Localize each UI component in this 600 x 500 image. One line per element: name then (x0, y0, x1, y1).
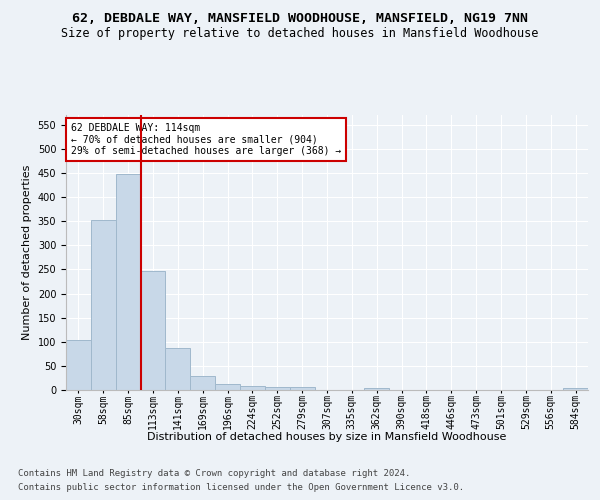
X-axis label: Distribution of detached houses by size in Mansfield Woodhouse: Distribution of detached houses by size … (148, 432, 506, 442)
Text: Contains HM Land Registry data © Crown copyright and database right 2024.: Contains HM Land Registry data © Crown c… (18, 468, 410, 477)
Bar (563, 388, 588, 390)
Bar (116, 174, 140, 390)
Bar (265, 387, 290, 390)
Text: Size of property relative to detached houses in Mansfield Woodhouse: Size of property relative to detached ho… (61, 28, 539, 40)
Bar (140, 272, 166, 390)
Bar (240, 386, 265, 390)
Bar (91, 220, 116, 390)
Bar (66, 340, 91, 390)
Text: 62, DEBDALE WAY, MANSFIELD WOODHOUSE, MANSFIELD, NG19 7NN: 62, DEBDALE WAY, MANSFIELD WOODHOUSE, MA… (72, 12, 528, 26)
Bar (215, 384, 240, 390)
Text: Contains public sector information licensed under the Open Government Licence v3: Contains public sector information licen… (18, 484, 464, 492)
Bar (166, 348, 190, 390)
Bar (364, 388, 389, 390)
Y-axis label: Number of detached properties: Number of detached properties (22, 165, 32, 340)
Text: 62 DEBDALE WAY: 114sqm
← 70% of detached houses are smaller (904)
29% of semi-de: 62 DEBDALE WAY: 114sqm ← 70% of detached… (71, 123, 341, 156)
Bar (290, 387, 314, 390)
Bar (190, 376, 215, 390)
